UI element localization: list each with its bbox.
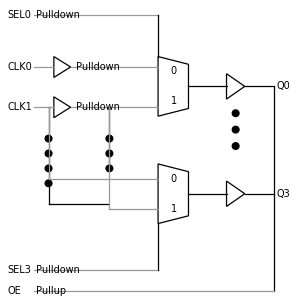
Text: OE: OE: [7, 286, 21, 296]
Circle shape: [45, 180, 52, 187]
Text: SEL0: SEL0: [7, 10, 31, 20]
Text: Pulldown: Pulldown: [36, 265, 80, 275]
Text: 1: 1: [171, 96, 177, 106]
Text: Q0: Q0: [277, 81, 290, 92]
Text: Pullup: Pullup: [36, 286, 67, 296]
Circle shape: [45, 150, 52, 157]
Text: SEL3: SEL3: [7, 265, 31, 275]
Text: 0: 0: [171, 67, 177, 76]
Circle shape: [106, 135, 113, 142]
Circle shape: [232, 110, 239, 116]
Circle shape: [232, 143, 239, 149]
Circle shape: [45, 135, 52, 142]
Circle shape: [232, 126, 239, 133]
Text: Q3: Q3: [277, 189, 290, 199]
Text: Pulldown: Pulldown: [76, 62, 120, 72]
Text: CLK0: CLK0: [7, 62, 32, 72]
Circle shape: [45, 165, 52, 172]
Text: 0: 0: [171, 174, 177, 184]
Text: 1: 1: [171, 204, 177, 214]
Circle shape: [106, 165, 113, 172]
Text: Pulldown: Pulldown: [36, 10, 80, 20]
Text: CLK1: CLK1: [7, 102, 32, 112]
Text: Pulldown: Pulldown: [76, 102, 120, 112]
Circle shape: [106, 150, 113, 157]
